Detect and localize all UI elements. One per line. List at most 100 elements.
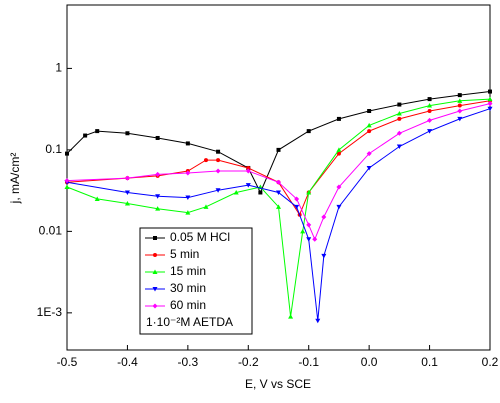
data-point xyxy=(487,96,493,102)
annotation: 1·10⁻²M AETDA xyxy=(146,315,233,329)
x-tick-label: -0.5 xyxy=(57,355,78,369)
data-point xyxy=(152,269,158,274)
data-point xyxy=(245,183,251,188)
data-point xyxy=(203,204,209,209)
data-point xyxy=(216,158,221,163)
y-tick-label: 1E-3 xyxy=(37,305,63,319)
data-point xyxy=(366,122,372,128)
data-point xyxy=(246,165,251,170)
data-point xyxy=(185,170,191,176)
data-point xyxy=(427,103,433,108)
x-tick-label: 0.0 xyxy=(361,355,378,369)
data-point xyxy=(153,253,157,257)
data-point xyxy=(306,237,312,242)
data-point xyxy=(83,133,88,138)
data-point xyxy=(155,194,161,199)
y-tick-label: 0.01 xyxy=(39,224,63,238)
data-point xyxy=(457,103,462,108)
data-point xyxy=(427,129,433,134)
legend-label: 30 min xyxy=(170,281,206,295)
x-tick-label: -0.4 xyxy=(117,355,138,369)
data-point xyxy=(396,144,402,150)
data-point xyxy=(487,106,493,112)
data-point xyxy=(152,303,158,309)
data-point xyxy=(457,93,462,98)
data-point xyxy=(457,116,463,122)
data-point xyxy=(427,109,432,114)
data-point xyxy=(294,204,300,210)
data-point xyxy=(488,89,492,94)
data-point xyxy=(397,102,402,107)
data-point xyxy=(276,190,281,195)
legend-label: 15 min xyxy=(170,264,206,278)
data-point xyxy=(336,204,342,210)
data-point xyxy=(396,130,402,136)
data-point xyxy=(487,101,493,107)
data-point xyxy=(276,147,281,152)
x-tick-label: 0.1 xyxy=(421,355,438,369)
data-point xyxy=(366,151,372,157)
data-point xyxy=(306,189,312,195)
data-point xyxy=(336,116,341,121)
data-point xyxy=(294,196,300,202)
data-point xyxy=(124,200,130,206)
legend-label: 60 min xyxy=(170,298,206,312)
x-axis-label: E, V vs SCE xyxy=(245,377,311,391)
legend-label: 0.05 M HCl xyxy=(170,230,230,244)
y-tick-label: 0.1 xyxy=(45,142,62,156)
series-line xyxy=(66,100,491,216)
plot-frame xyxy=(66,4,491,351)
data-point xyxy=(64,178,70,184)
data-point xyxy=(321,253,327,259)
data-point xyxy=(155,135,160,140)
data-point xyxy=(216,149,221,154)
data-point xyxy=(94,196,100,201)
data-point xyxy=(396,110,402,116)
data-point xyxy=(427,117,433,123)
data-point xyxy=(336,151,341,156)
data-point xyxy=(258,190,263,195)
x-tick-label: -0.1 xyxy=(298,355,319,369)
data-point xyxy=(64,184,70,190)
y-tick-label: 1 xyxy=(55,61,62,75)
data-point xyxy=(124,190,130,195)
data-point xyxy=(124,175,130,181)
data-point xyxy=(321,214,327,220)
series-line xyxy=(66,103,491,241)
data-point xyxy=(306,129,311,134)
data-point xyxy=(336,184,342,190)
legend-box xyxy=(139,227,253,335)
data-point xyxy=(315,318,321,324)
series-line xyxy=(66,108,491,321)
x-tick-label: -0.3 xyxy=(178,355,199,369)
data-point xyxy=(367,109,372,114)
data-point xyxy=(233,189,239,195)
data-point xyxy=(276,204,281,209)
data-point xyxy=(203,158,208,163)
data-point xyxy=(155,171,161,177)
data-point xyxy=(306,222,312,228)
data-point xyxy=(397,116,402,121)
data-point xyxy=(457,108,463,114)
data-point xyxy=(427,97,432,102)
series-line xyxy=(66,98,491,317)
data-point xyxy=(185,195,191,201)
data-point xyxy=(300,228,306,234)
x-tick-label: 0.2 xyxy=(482,355,499,369)
x-tick-label: -0.2 xyxy=(238,355,259,369)
data-point xyxy=(288,314,294,319)
data-point xyxy=(215,188,221,193)
legend-label: 5 min xyxy=(170,247,199,261)
data-point xyxy=(153,236,157,240)
data-point xyxy=(125,131,130,136)
data-point xyxy=(185,210,191,215)
data-point xyxy=(336,147,342,152)
data-point xyxy=(457,98,463,103)
data-point xyxy=(65,151,69,156)
data-point xyxy=(185,141,190,146)
data-point xyxy=(152,287,158,292)
data-point xyxy=(245,168,251,174)
y-axis-label: j, mA/cm² xyxy=(8,153,22,205)
data-point xyxy=(276,179,281,185)
